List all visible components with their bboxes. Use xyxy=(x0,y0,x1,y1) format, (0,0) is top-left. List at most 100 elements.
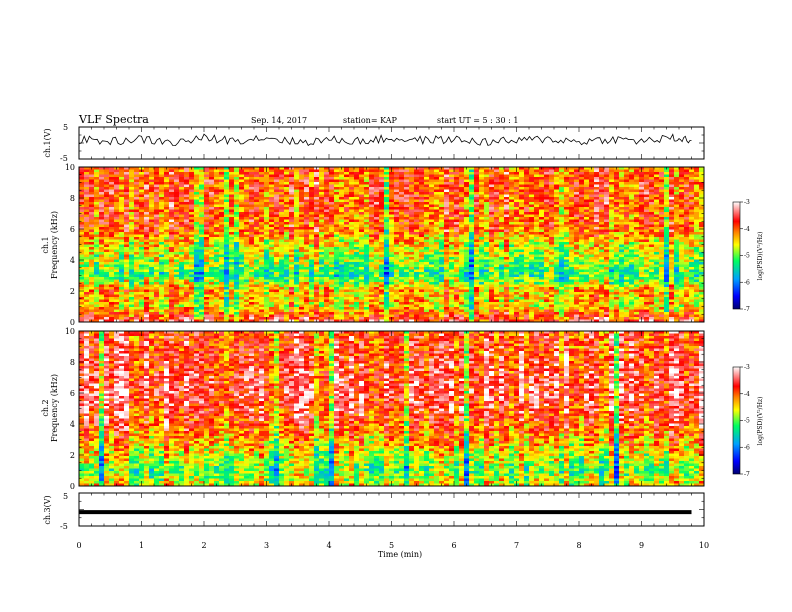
ch1-spectrogram-cell xyxy=(379,182,385,185)
ch1-spectrogram-cell xyxy=(664,179,670,183)
ch1-spectrogram-cell xyxy=(89,182,95,185)
ch1-spectrogram-cell xyxy=(429,189,435,193)
ch1-spectrogram-cell xyxy=(499,239,505,243)
ch1-spectrogram-cell xyxy=(634,239,640,243)
ch1-spectrogram-cell xyxy=(504,207,510,210)
ch1-spectrogram-cell xyxy=(144,169,150,173)
ch1-spectrogram-cell xyxy=(174,257,180,260)
ch1-spectrogram-cell xyxy=(474,212,480,215)
ch1-spectrogram-cell xyxy=(414,212,420,215)
ch1-spectrogram-cell xyxy=(129,172,135,175)
ch1-spectrogram-cell xyxy=(499,172,505,175)
ch1-spectrogram-cell xyxy=(459,192,465,195)
ch1-spectrogram-cell xyxy=(489,177,495,180)
ch1-spectrogram-cell xyxy=(464,184,470,188)
ch1-spectrogram-cell xyxy=(494,179,500,183)
ch1-spectrogram-cell xyxy=(429,252,435,255)
ch1-spectrogram-cell xyxy=(364,189,370,193)
ch1-spectrogram-cell xyxy=(344,204,350,208)
ch1-spectrogram-cell xyxy=(514,217,520,220)
ch1-spectrogram-cell xyxy=(679,189,685,193)
ch1-spectrogram-cell xyxy=(294,194,300,198)
ch1-spectrogram-cell xyxy=(344,244,350,248)
ch1-spectrogram-cell xyxy=(314,204,320,208)
ch1-spectrogram-cell xyxy=(484,214,490,218)
ch1-spectrogram-cell xyxy=(349,182,355,185)
ch1-spectrogram-cell xyxy=(399,174,405,178)
ch1-spectrogram-cell xyxy=(514,242,520,245)
ch1-spectrogram-cell xyxy=(354,214,360,218)
ch1-spectrogram-cell xyxy=(404,247,410,250)
ch1-spectrogram-cell xyxy=(149,214,155,218)
ch1-spectrogram-cell xyxy=(409,174,415,178)
ch1-spectrogram-cell xyxy=(139,172,145,175)
ch1-spectrogram-cell xyxy=(279,254,285,258)
ch1-spectrogram-cell xyxy=(639,227,645,230)
ch1-spectrogram-cell xyxy=(579,239,585,243)
ch1-spectrogram-cell xyxy=(199,172,205,175)
ch1-spectrogram-cell xyxy=(459,219,465,223)
ch1-spectrogram-cell xyxy=(579,262,585,265)
ch1-spectrogram-cell xyxy=(204,182,210,185)
ch1-spectrogram-cell xyxy=(474,204,480,208)
ch1-spectrogram-cell xyxy=(144,189,150,193)
ch1-spectrogram-cell xyxy=(349,259,355,263)
ch1-spectrogram-cell xyxy=(224,214,230,218)
ch1-spectrogram-cell xyxy=(564,184,570,188)
ch1-spectrogram-cell xyxy=(439,189,445,193)
ch1-spectrogram-cell xyxy=(394,229,400,233)
ch1-spectrogram-cell xyxy=(234,237,240,240)
ch1-spectrogram-cell xyxy=(459,257,465,260)
ch1-spectrogram-cell xyxy=(99,252,105,255)
ch1-spectrogram-cell xyxy=(389,242,395,245)
ch1-spectrogram-cell xyxy=(514,189,520,193)
ch1-spectrogram-cell xyxy=(404,167,410,170)
ch1-spectrogram-cell xyxy=(324,197,330,200)
ch1-spectrogram-cell xyxy=(539,252,545,255)
ch1-spectrogram-cell xyxy=(399,187,405,190)
ch1-spectrogram-cell xyxy=(84,197,90,200)
ch1-spectrogram-cell xyxy=(244,222,250,225)
ch1-spectrogram-cell xyxy=(629,239,635,243)
ch1-spectrogram-cell xyxy=(284,172,290,175)
ch1-spectrogram-cell xyxy=(399,179,405,183)
ch1-spectrogram-cell xyxy=(94,244,100,248)
ch1-spectrogram-cell xyxy=(509,257,515,260)
ch1-spectrogram-cell xyxy=(404,194,410,198)
ch1-spectrogram-cell xyxy=(319,194,325,198)
ch1-spectrogram-cell xyxy=(209,167,215,170)
ch1-spectrogram-cell xyxy=(539,247,545,250)
ch1-spectrogram-cell xyxy=(214,174,220,178)
ch1-spectrogram-cell xyxy=(609,237,615,240)
ch1-spectrogram-cell xyxy=(89,199,95,203)
ch1-spectrogram-cell xyxy=(404,177,410,180)
ch1-spectrogram-cell xyxy=(669,214,675,218)
ch1-spectrogram-cell xyxy=(469,197,475,200)
ch1-spectrogram-cell xyxy=(199,209,205,213)
ch1-spectrogram-cell xyxy=(464,192,470,195)
ch1-spectrogram-cell xyxy=(364,172,370,175)
ch1-spectrogram-cell xyxy=(179,167,185,170)
ch1-spectrogram-cell xyxy=(569,247,575,250)
ch1-spectrogram-cell xyxy=(189,177,195,180)
ch1-spectrogram-cell xyxy=(604,257,610,260)
ch1-spectrogram-cell xyxy=(699,174,705,178)
ch1-spectrogram-cell xyxy=(119,247,125,250)
ch1-spectrogram-cell xyxy=(394,184,400,188)
ch1-spectrogram-cell xyxy=(519,214,525,218)
ch1-spectrogram-cell xyxy=(89,262,95,265)
ch1-spectrogram-cell xyxy=(319,237,325,240)
ch1-spectrogram-cell xyxy=(244,234,250,238)
ch1-spectrogram-cell xyxy=(449,247,455,250)
ch1-spectrogram-cell xyxy=(204,242,210,245)
ch1-spectrogram-cell xyxy=(494,192,500,195)
ch1-spectrogram-cell xyxy=(259,247,265,250)
ch1-spectrogram-cell xyxy=(439,187,445,190)
ch1-spectrogram-cell xyxy=(689,227,695,230)
ch1-spectrogram-cell xyxy=(679,249,685,253)
ch1-spectrogram-cell xyxy=(519,249,525,253)
ch1-spectrogram-cell xyxy=(624,212,630,215)
ch1-spectrogram-cell xyxy=(79,177,85,180)
ch1-spectrogram-cell xyxy=(314,194,320,198)
ch1-spectrogram-cell xyxy=(164,259,170,263)
